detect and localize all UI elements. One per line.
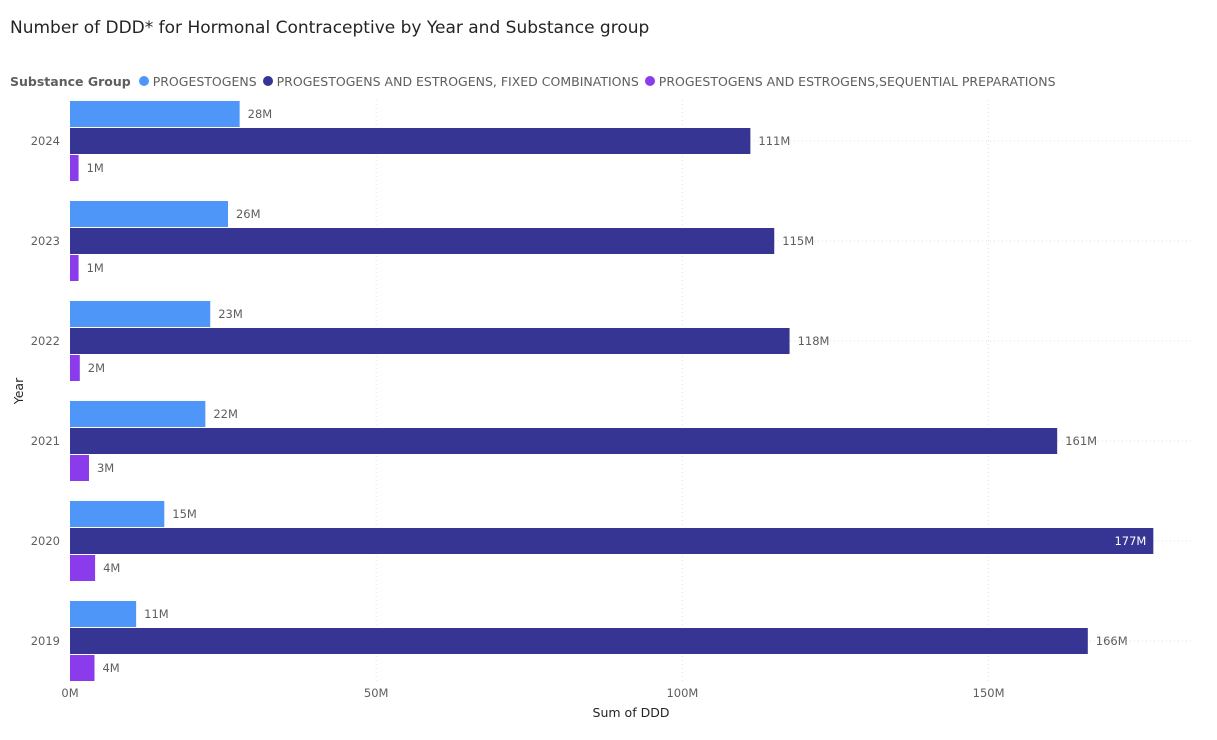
- y-tick-label: 2022: [31, 334, 60, 348]
- bar[interactable]: [70, 355, 80, 381]
- data-label: 3M: [97, 461, 114, 475]
- legend-label: PROGESTOGENS AND ESTROGENS,SEQUENTIAL PR…: [658, 73, 1056, 89]
- legend-label: PROGESTOGENS: [152, 73, 257, 89]
- bar[interactable]: [70, 301, 211, 327]
- bar[interactable]: [70, 155, 79, 181]
- x-tick-label: 0M: [61, 686, 78, 700]
- data-label: 161M: [1065, 434, 1097, 448]
- data-label: 1M: [87, 261, 104, 275]
- data-label: 15M: [172, 507, 197, 521]
- data-label: 4M: [103, 561, 120, 575]
- x-tick-label: 100M: [666, 686, 698, 700]
- data-label: 22M: [213, 407, 238, 421]
- bar[interactable]: [70, 101, 240, 127]
- x-tick-label: 50M: [364, 686, 389, 700]
- data-label: 1M: [87, 161, 104, 175]
- legend: Substance Group PROGESTOGENS PROGESTOGEN…: [10, 72, 1062, 90]
- bar[interactable]: [70, 428, 1058, 454]
- y-tick-label: 2023: [31, 234, 60, 248]
- y-axis-title: Year: [11, 377, 26, 405]
- data-label: 23M: [218, 307, 243, 321]
- legend-item-sequential-preparations[interactable]: PROGESTOGENS AND ESTROGENS,SEQUENTIAL PR…: [644, 73, 1056, 89]
- bar[interactable]: [70, 555, 96, 581]
- data-label: 11M: [144, 607, 169, 621]
- data-label: 177M: [1114, 534, 1146, 548]
- data-label: 111M: [758, 134, 790, 148]
- data-label: 26M: [236, 207, 261, 221]
- data-label: 28M: [248, 107, 273, 121]
- bar[interactable]: [70, 401, 206, 427]
- legend-label: PROGESTOGENS AND ESTROGENS, FIXED COMBIN…: [276, 73, 639, 89]
- x-axis-title: Sum of DDD: [593, 705, 670, 720]
- data-label: 4M: [102, 661, 119, 675]
- bar[interactable]: [70, 501, 165, 527]
- legend-marker-icon: [138, 76, 149, 86]
- bar[interactable]: [70, 128, 751, 154]
- data-label: 118M: [798, 334, 830, 348]
- bar[interactable]: [70, 628, 1088, 654]
- legend-marker-icon: [262, 76, 273, 86]
- bar[interactable]: [70, 528, 1154, 554]
- data-label: 166M: [1096, 634, 1128, 648]
- chart-title: Number of DDD* for Hormonal Contraceptiv…: [10, 18, 650, 38]
- y-tick-label: 2020: [31, 534, 60, 548]
- bar[interactable]: [70, 601, 137, 627]
- bar[interactable]: [70, 255, 79, 281]
- bar[interactable]: [70, 328, 790, 354]
- bar[interactable]: [70, 655, 95, 681]
- legend-item-progestogens[interactable]: PROGESTOGENS: [138, 73, 257, 89]
- y-tick-label: 2024: [31, 134, 60, 148]
- legend-item-fixed-combinations[interactable]: PROGESTOGENS AND ESTROGENS, FIXED COMBIN…: [262, 73, 639, 89]
- bar[interactable]: [70, 201, 228, 227]
- y-tick-label: 2019: [31, 634, 60, 648]
- bar[interactable]: [70, 455, 89, 481]
- data-label: 2M: [88, 361, 105, 375]
- data-label: 115M: [782, 234, 814, 248]
- y-tick-label: 2021: [31, 434, 60, 448]
- legend-title: Substance Group: [10, 73, 131, 89]
- bar[interactable]: [70, 228, 775, 254]
- legend-marker-icon: [644, 76, 655, 86]
- x-tick-label: 150M: [973, 686, 1005, 700]
